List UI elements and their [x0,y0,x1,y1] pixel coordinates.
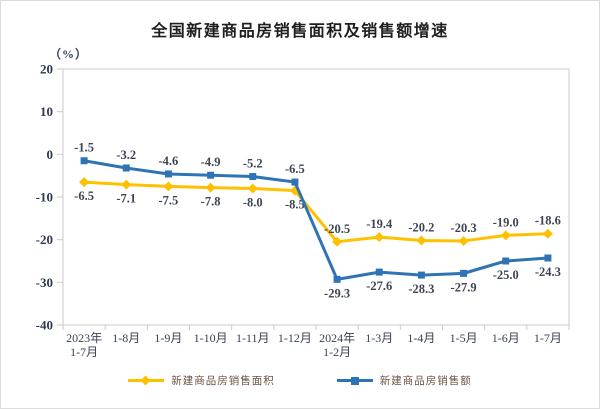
plot-border [62,68,570,326]
diamond-marker-icon [458,235,469,246]
x-axis-label: 1-3月 [365,331,393,345]
diamond-marker-icon [79,177,90,188]
x-axis-label: 1-8月 [112,331,140,345]
sales-amount-series-marker-icon [336,375,373,387]
data-point-label: -7.8 [201,195,221,209]
diamond-marker-icon [500,230,511,241]
x-axis-label: 1-4月 [407,331,435,345]
x-axis-label: 1-9月 [154,331,182,345]
data-point-label: -6.5 [74,189,94,203]
x-axis-label: 1-6月 [492,331,520,345]
diamond-marker-icon [140,375,151,386]
diamond-marker-icon [163,181,174,192]
data-point-label: -5.2 [243,157,263,171]
y-axis-tick-label: -30 [36,275,53,290]
square-marker-icon [80,157,88,165]
y-axis-tick-label: 0 [47,147,54,162]
legend-item-sales-amount: 新建商品房销售额 [336,373,472,388]
diamond-marker-icon [205,182,216,193]
series-line-1 [83,159,549,281]
square-marker-icon [350,376,359,385]
data-point-label: -27.9 [451,280,477,294]
square-marker-icon [502,257,510,265]
legend-label-sales-area: 新建商品房销售面积 [171,376,275,387]
data-point-label: -19.0 [493,215,519,229]
data-point-label: -27.6 [366,279,392,293]
data-point-label: -20.2 [408,221,434,235]
x-axis-label: 1-12月 [278,331,312,345]
diamond-marker-icon [247,183,258,194]
y-axis-tick-label: -10 [36,190,53,205]
x-axis-label: 1-7月 [70,345,98,359]
x-axis-label: 2023年 [66,331,102,345]
square-marker-icon [460,269,468,277]
x-axis-label: 1-11月 [236,331,270,345]
data-point-label: -4.9 [201,155,221,169]
x-axis-label: 1-5月 [450,331,478,345]
diamond-marker-icon [374,232,385,243]
legend-item-sales-area: 新建商品房销售面积 [128,373,275,388]
data-point-label: -19.4 [366,217,393,231]
data-point-label: -8.0 [243,195,263,209]
x-axis-label: 1-7月 [534,331,562,345]
data-point-label: -29.3 [324,286,350,300]
diamond-marker-icon [416,235,427,246]
square-marker-icon [122,164,130,172]
square-marker-icon [417,271,425,279]
diamond-marker-icon [332,236,343,247]
chart-title: 全国新建商品房销售面积及销售额增速 [151,23,449,40]
sales-area-series-marker-icon [128,375,165,387]
square-marker-icon [375,268,383,276]
diamond-marker-icon [542,228,553,239]
square-marker-icon [333,275,341,283]
data-point-label: -4.6 [159,154,179,168]
diamond-marker-icon [121,179,132,190]
square-marker-icon [291,178,299,186]
x-axis-label: 1-10月 [194,331,228,345]
data-point-label: -7.1 [116,192,136,206]
legend-label-sales-amount: 新建商品房销售额 [379,376,472,387]
data-point-label: -20.3 [451,221,477,235]
legend: 新建商品房销售面积 新建商品房销售额 [1,373,599,388]
square-marker-icon [249,173,257,181]
series-line-0 [83,180,548,244]
x-axis-label: 2024年 [319,331,355,345]
data-point-label: -28.3 [408,282,434,296]
data-point-label: -20.5 [324,222,350,236]
data-point-label: -8.5 [285,198,305,212]
y-axis-tick-label: -20 [36,232,53,247]
data-point-label: -7.5 [159,193,179,207]
square-marker-icon [207,171,215,179]
square-marker-icon [164,170,172,178]
y-axis-tick-label: 10 [40,104,53,119]
y-axis-tick-label: 20 [40,62,53,77]
data-point-label: -1.5 [74,141,94,155]
data-point-label: -24.3 [535,265,561,279]
y-axis-unit-label: （%） [49,47,89,61]
data-point-label: -6.5 [285,162,305,176]
y-axis-tick-label: -40 [36,318,53,333]
x-axis-label: 1-2月 [323,345,351,359]
data-point-label: -18.6 [535,214,561,228]
data-point-label: -25.0 [493,268,519,282]
square-marker-icon [544,254,552,262]
data-point-label: -3.2 [116,148,136,162]
